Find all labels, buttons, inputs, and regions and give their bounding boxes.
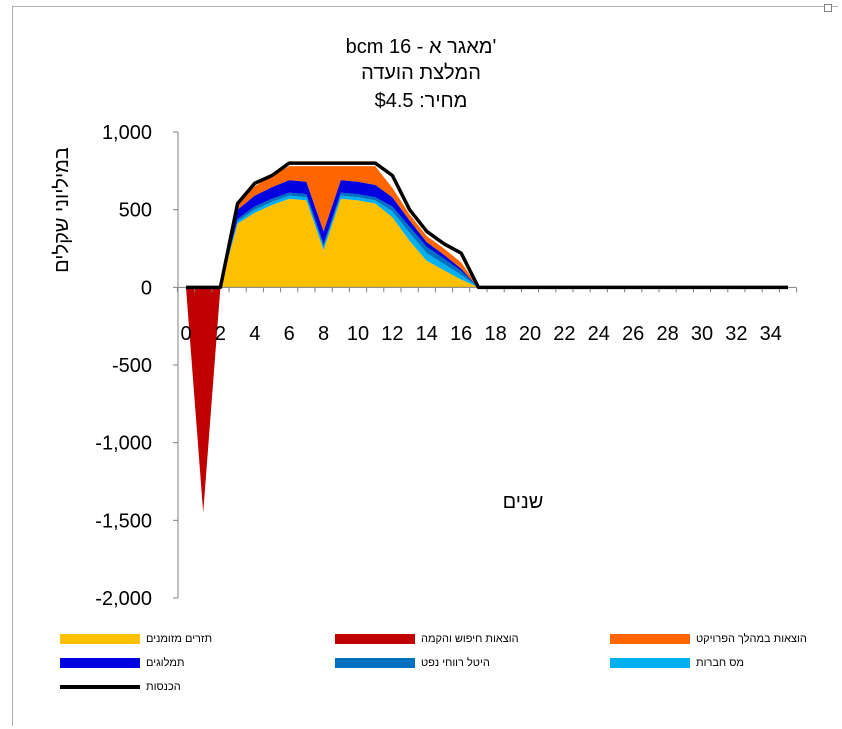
chart-title-line-3: מחיר: $4.5 — [374, 90, 468, 112]
legend-label: תמלוגים — [146, 657, 185, 669]
x-tick-label: 14 — [416, 323, 438, 345]
legend-item: הוצאות חיפוש והקמה — [335, 632, 519, 646]
y-tick-label: 0 — [141, 277, 152, 299]
legend-swatch — [610, 634, 690, 644]
legend-swatch — [60, 634, 140, 644]
legend-item: תזרים מזומנים — [60, 632, 212, 646]
y-tick-label: 1,000 — [102, 122, 152, 144]
y-tick-label: 500 — [119, 200, 152, 222]
x-tick-label: 32 — [725, 323, 747, 345]
line-series-revenue — [186, 161, 788, 290]
legend-item: הכנסות — [60, 680, 181, 694]
x-tick-label: 16 — [450, 323, 472, 345]
x-tick-label: 12 — [381, 323, 403, 345]
x-tick-label: 30 — [691, 323, 713, 345]
area-series-negative — [186, 287, 788, 513]
x-tick-label: 22 — [553, 323, 575, 345]
legend-item: מס חברות — [610, 656, 744, 670]
legend-label: היטל רווחי נפט — [421, 657, 490, 669]
legend-item: הוצאות במהלך הפרויקט — [610, 632, 807, 646]
x-tick-label: 10 — [347, 323, 369, 345]
legend-swatch — [60, 658, 140, 668]
legend-label: תזרים מזומנים — [146, 633, 213, 645]
selection-handle[interactable] — [824, 4, 832, 12]
x-tick-label: 8 — [318, 323, 329, 345]
x-tick-label: 0 — [180, 323, 191, 345]
x-tick-label: 28 — [656, 323, 678, 345]
x-tick-label: 4 — [249, 323, 260, 345]
y-axis-title: במיליוני שקלים — [51, 147, 73, 273]
x-tick-label: 2 — [215, 323, 226, 345]
legend-swatch — [335, 658, 415, 668]
x-tick-label: 24 — [588, 323, 610, 345]
x-axis-title: שנים — [503, 491, 544, 513]
x-tick-label: 20 — [519, 323, 541, 345]
area-series-0 — [186, 198, 788, 288]
x-tick-label: 6 — [284, 323, 295, 345]
x-tick-label: 18 — [484, 323, 506, 345]
chart-frame — [12, 6, 838, 726]
legend-swatch — [610, 658, 690, 668]
legend-item: תמלוגים — [60, 656, 184, 670]
legend-label: הכנסות — [146, 681, 181, 693]
x-tick-label: 26 — [622, 323, 644, 345]
y-tick-label: -2,000 — [95, 588, 152, 610]
legend-swatch — [335, 634, 415, 644]
legend-item: היטל רווחי נפט — [335, 656, 490, 670]
legend-label: מס חברות — [696, 657, 744, 669]
y-tick-label: -1,500 — [95, 510, 152, 532]
legend-swatch — [60, 685, 140, 689]
y-tick-label: -1,000 — [95, 433, 152, 455]
legend-label: הוצאות חיפוש והקמה — [421, 633, 519, 645]
x-tick-label: 34 — [760, 323, 782, 345]
y-tick-label: -500 — [112, 355, 152, 377]
chart-title-line-2: המלצת הועדה — [361, 62, 481, 84]
chart-title-line-1: bcm 16 - מאגר א' — [345, 36, 497, 58]
legend-label: הוצאות במהלך הפרויקט — [696, 633, 807, 645]
